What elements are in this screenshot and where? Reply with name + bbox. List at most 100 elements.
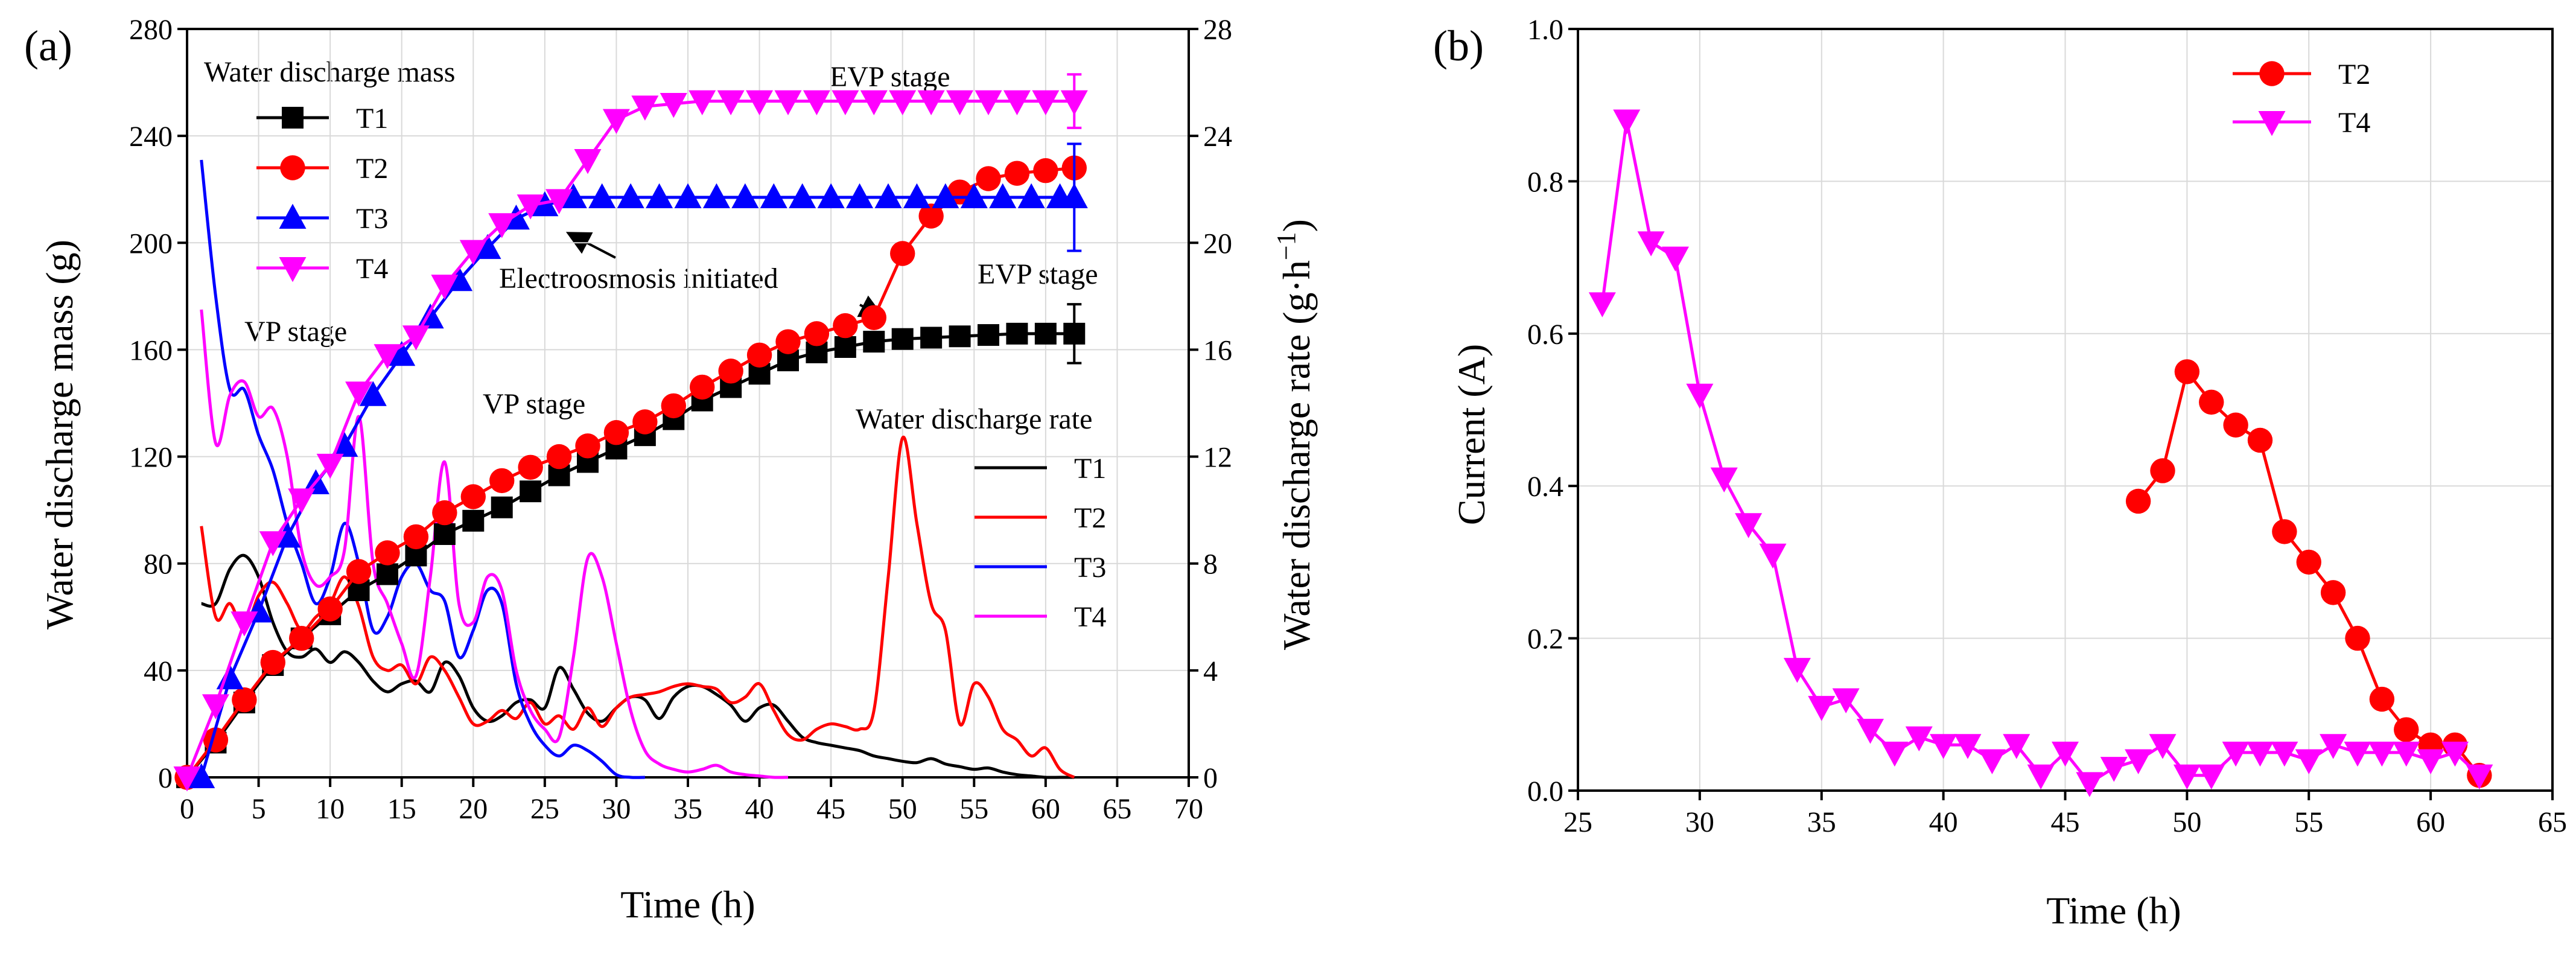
current-point-T4 [2295,749,2323,774]
mass-point-T3 [617,183,644,208]
mass-point-T3 [588,183,616,208]
panel-a-ytick-right-label: 12 [1203,442,1232,474]
mass-point-T3 [817,183,845,208]
current-point-T2 [2247,427,2273,453]
panel-b-ylabel: Current (A) [1450,344,1493,525]
mass-point-T4 [202,694,229,719]
mass-point-T1 [377,563,398,585]
mass-point-T1 [1034,322,1057,345]
rate-line-T2 [200,435,1075,779]
panel-a-xtick-label: 5 [252,793,266,825]
current-point-T4 [2198,764,2225,790]
panel-b-xtick-label: 55 [2294,806,2323,838]
mass-point-T2 [632,409,658,435]
legend-b-label-T4: T4 [2338,107,2370,139]
legend-mass-marker-T2 [280,155,305,180]
panel-a-ylabel-right: Water discharge rate (g·h−1) [1271,219,1318,650]
panel-b-xtick-label: 65 [2538,806,2567,838]
legend-mass-label-T4: T4 [356,253,388,285]
mass-point-T2 [890,241,915,266]
mass-point-T2 [317,596,343,622]
legend-mass-marker-T4 [279,257,307,282]
mass-point-T1 [920,327,943,349]
annot-electroosmosis-arrow-a [565,232,616,259]
mass-point-T2 [1004,161,1030,186]
mass-point-T3 [331,432,358,457]
mass-point-T3 [359,381,387,406]
current-point-T2 [2199,389,2224,415]
mass-point-T2 [232,687,257,713]
panel-a-xtick-label: 0 [180,793,194,825]
mass-point-T4 [431,275,459,300]
panel-a-ytick-right-label: 28 [1203,14,1232,46]
panel-b-ytick-label: 1.0 [1527,14,1563,46]
current-point-T4 [1930,734,1957,759]
panel-a-xlabel: Time (h) [620,883,755,926]
panel-a-ytick-right-label: 0 [1203,762,1218,794]
current-point-T2 [2174,359,2200,384]
panel-b-ytick-label: 0.2 [1527,623,1563,655]
panel-a-ytick-label: 80 [144,549,173,581]
mass-point-T3 [731,183,759,208]
current-point-T4 [2100,757,2128,782]
panel-a-plot: 0 5 10 15 20 25 30 35 40 45 50 55 60 65 70040801201602… [129,14,1232,825]
mass-point-T4 [717,90,745,115]
mass-point-T1 [949,325,971,348]
current-point-T4 [2076,772,2104,797]
current-point-T4 [2003,734,2031,759]
current-point-T2 [2296,549,2321,575]
current-point-T4 [1613,109,1641,135]
mass-point-T4 [1032,90,1060,115]
mass-point-T4 [574,149,602,174]
current-point-T4 [1832,688,1860,713]
mass-point-T4 [545,189,573,214]
mass-point-T4 [689,90,716,115]
mass-point-T2 [775,329,801,354]
mass-point-T4 [631,95,659,121]
current-point-T4 [2441,741,2469,767]
legend-mass-marker-T1 [282,107,304,129]
mass-point-T3 [559,183,587,208]
mass-point-T4 [946,90,974,115]
mass-point-T4 [488,213,516,238]
mass-point-T2 [403,524,429,550]
current-line-T4 [1600,119,2481,785]
mass-point-T4 [746,90,774,115]
panel-a-ytick-label: 40 [144,655,173,687]
mass-point-T2 [1033,158,1058,183]
current-point-T4 [2344,741,2371,767]
mass-point-T3 [474,234,501,260]
current-point-T4 [2027,764,2055,790]
panel-b-ytick-label: 0.0 [1527,776,1563,808]
panel-a-ytick-label: 200 [129,228,173,260]
panel-a-xtick-label: 30 [602,793,631,825]
mass-point-T2 [603,420,629,445]
panel-a-ytick-label: 240 [129,121,173,153]
panel-a-ytick-label: 280 [129,14,173,46]
panel-b-ytick-label: 0.4 [1527,471,1563,503]
legend-mass-label-T2: T2 [356,153,388,185]
mass-point-T4 [803,90,830,115]
panel-a-ytick-right-label: 16 [1203,334,1232,366]
current-point-T4 [1637,231,1665,256]
annot-evp-top: EVP stage [830,61,950,93]
mass-point-T4 [259,531,287,556]
panel-a-xtick-label: 15 [387,793,416,825]
mass-point-T2 [518,454,543,480]
current-point-T4 [1662,246,1689,272]
mass-point-T4 [517,194,544,220]
mass-point-T3 [1017,183,1045,208]
current-point-T4 [2173,764,2201,790]
mass-point-T1 [433,523,456,545]
mass-point-T2 [718,358,743,384]
panel-a-xtick-label: 65 [1102,793,1131,825]
rate-line-T4 [200,309,789,779]
mass-point-T4 [917,90,945,115]
mass-point-T2 [289,626,314,651]
current-point-T4 [1759,543,1787,569]
current-point-T2 [2125,488,2151,514]
panel-b-ytick-label: 0.8 [1527,166,1563,198]
mass-point-T3 [789,183,816,208]
legend-rate-label-T4: T4 [1074,601,1106,633]
panel-a-xtick-label: 45 [816,793,845,825]
